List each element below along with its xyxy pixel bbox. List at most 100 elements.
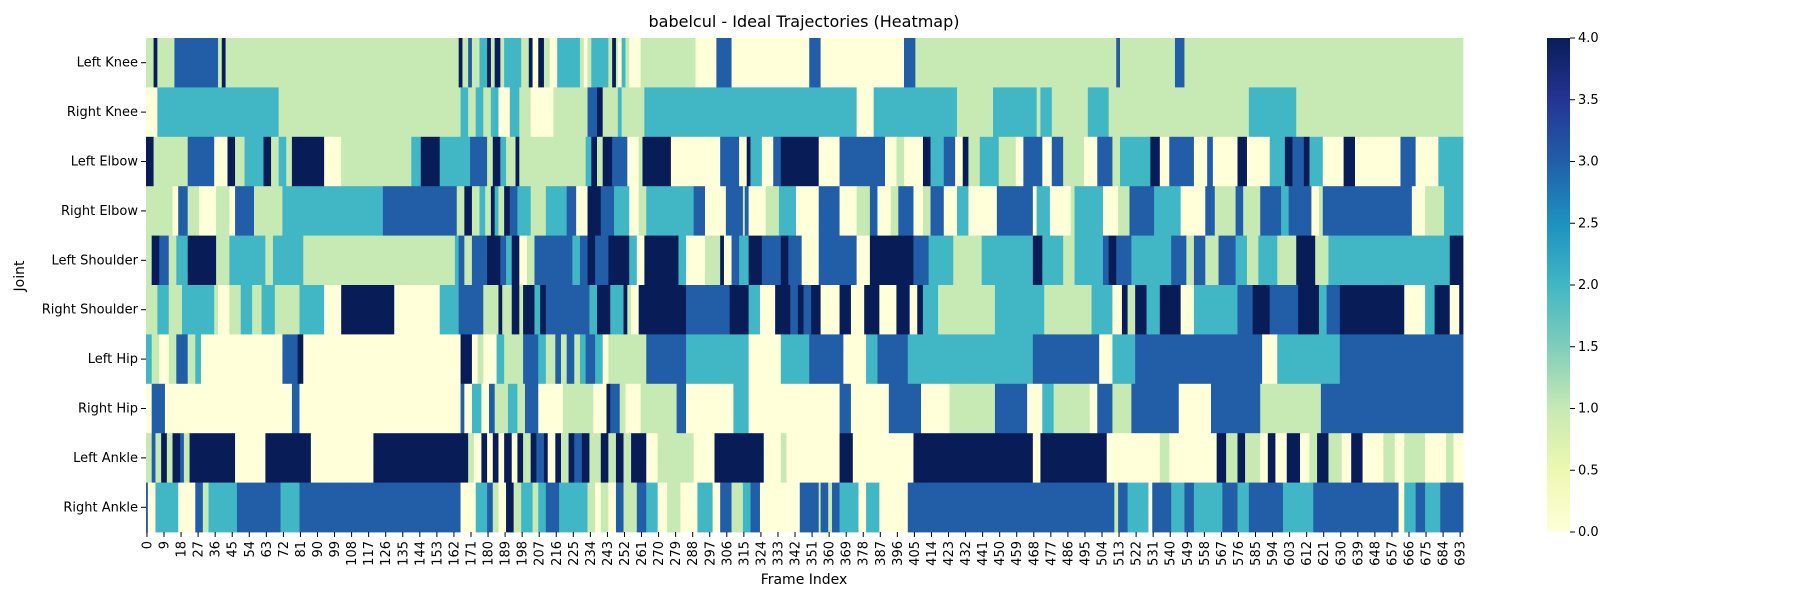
heatmap-cell <box>998 136 1017 187</box>
heatmap-cell <box>479 186 486 236</box>
x-tick-label: 630 <box>1334 541 1349 566</box>
heatmap-cell <box>1027 383 1043 434</box>
heatmap-cell <box>151 235 160 286</box>
heatmap-cell <box>1074 186 1104 236</box>
heatmap-cell <box>809 38 822 88</box>
heatmap-cell <box>326 235 355 286</box>
heatmap-cell <box>146 433 153 483</box>
heatmap-cell <box>526 235 535 286</box>
heatmap-cell <box>157 87 280 138</box>
heatmap-cell <box>1248 87 1297 138</box>
heatmap-cell <box>602 334 609 385</box>
heatmap-cell <box>146 87 158 138</box>
heatmap-cell <box>930 136 945 187</box>
heatmap-cell <box>591 38 609 88</box>
heatmap-cell <box>534 235 545 286</box>
heatmap-cell <box>490 87 499 138</box>
heatmap-cell <box>1070 186 1075 236</box>
heatmap-cell <box>1102 235 1110 286</box>
heatmap-cell <box>509 186 518 236</box>
heatmap-cell <box>521 482 533 533</box>
heatmap-cell <box>1063 235 1075 286</box>
heatmap-cell <box>483 87 492 138</box>
heatmap-cell <box>915 38 1117 88</box>
heatmap-cell <box>922 136 931 187</box>
heatmap-cell <box>921 383 950 434</box>
heatmap-cell <box>530 186 547 236</box>
heatmap-cell <box>917 285 924 335</box>
heatmap-cell <box>470 482 477 533</box>
heatmap-cell <box>615 38 619 88</box>
heatmap-cell <box>1040 87 1053 138</box>
heatmap-cell <box>517 186 532 236</box>
heatmap-cell <box>824 87 858 138</box>
heatmap-cell <box>532 38 539 88</box>
heatmap-cell <box>487 482 494 533</box>
heatmap-cell <box>1237 433 1246 483</box>
heatmap-cell <box>1121 285 1128 335</box>
heatmap-cell <box>1218 235 1236 286</box>
heatmap-cell <box>625 87 645 138</box>
heatmap-cell <box>1154 87 1218 138</box>
colorbar-tick-label: 1.5 <box>1578 340 1599 355</box>
heatmap-cell <box>1205 285 1238 335</box>
heatmap-cell <box>483 334 497 385</box>
heatmap-cell <box>928 235 954 286</box>
x-tick-label: 432 <box>959 541 974 566</box>
heatmap-cell <box>498 482 507 533</box>
heatmap-cell <box>621 38 626 88</box>
heatmap-cell <box>924 87 958 138</box>
heatmap-cell <box>856 235 871 286</box>
heatmap-cell <box>1237 136 1248 187</box>
x-tick-label: 531 <box>1147 541 1162 566</box>
heatmap-cell <box>538 383 552 434</box>
x-tick-label: 684 <box>1437 541 1452 566</box>
heatmap-cell <box>1328 235 1354 286</box>
heatmap-cell <box>930 186 945 236</box>
heatmap-cell <box>500 38 505 88</box>
heatmap-cell <box>686 334 723 385</box>
y-tick-label: Right Shoulder <box>42 303 139 318</box>
heatmap-cell <box>792 383 820 434</box>
heatmap-cell <box>155 482 179 533</box>
heatmap-cell <box>477 334 484 385</box>
heatmap-cell <box>282 186 314 236</box>
heatmap-cell <box>561 334 568 385</box>
heatmap-cell <box>159 136 179 187</box>
y-tick-label: Left Shoulder <box>52 253 139 268</box>
heatmap-cell <box>644 235 655 286</box>
heatmap-cell <box>1216 87 1246 138</box>
x-tick-label: 216 <box>550 541 565 566</box>
heatmap-cell <box>615 433 624 483</box>
heatmap-cell <box>614 186 630 236</box>
y-tick-label: Left Hip <box>88 352 138 367</box>
heatmap-cell <box>515 136 520 187</box>
x-tick-label: 549 <box>1181 541 1196 566</box>
heatmap-cell <box>439 136 463 187</box>
heatmap-cell <box>907 334 935 385</box>
heatmap-cell <box>934 334 1000 385</box>
heatmap-cell <box>587 235 596 286</box>
heatmap-cell <box>612 38 617 88</box>
heatmap-cell <box>579 38 585 88</box>
heatmap-cell <box>759 334 782 385</box>
heatmap-cell <box>1169 433 1218 483</box>
heatmap-cell <box>1150 433 1161 483</box>
x-tick-label: 243 <box>601 541 616 566</box>
x-tick-label: 621 <box>1317 541 1332 566</box>
heatmap-cell <box>147 482 156 533</box>
heatmap-cell <box>877 186 892 236</box>
heatmap-cell <box>456 186 465 236</box>
heatmap-cell <box>790 285 799 335</box>
heatmap-cell <box>517 383 526 434</box>
x-axis-label: Frame Index <box>761 572 848 588</box>
heatmap-cell <box>705 186 727 236</box>
heatmap-cell <box>214 285 219 335</box>
heatmap-cell <box>585 334 596 385</box>
heatmap-cell <box>593 383 607 434</box>
heatmap-cell <box>731 433 765 483</box>
heatmap-cell <box>420 136 441 187</box>
heatmap-cell <box>629 38 641 88</box>
heatmap-cell <box>1281 186 1290 236</box>
